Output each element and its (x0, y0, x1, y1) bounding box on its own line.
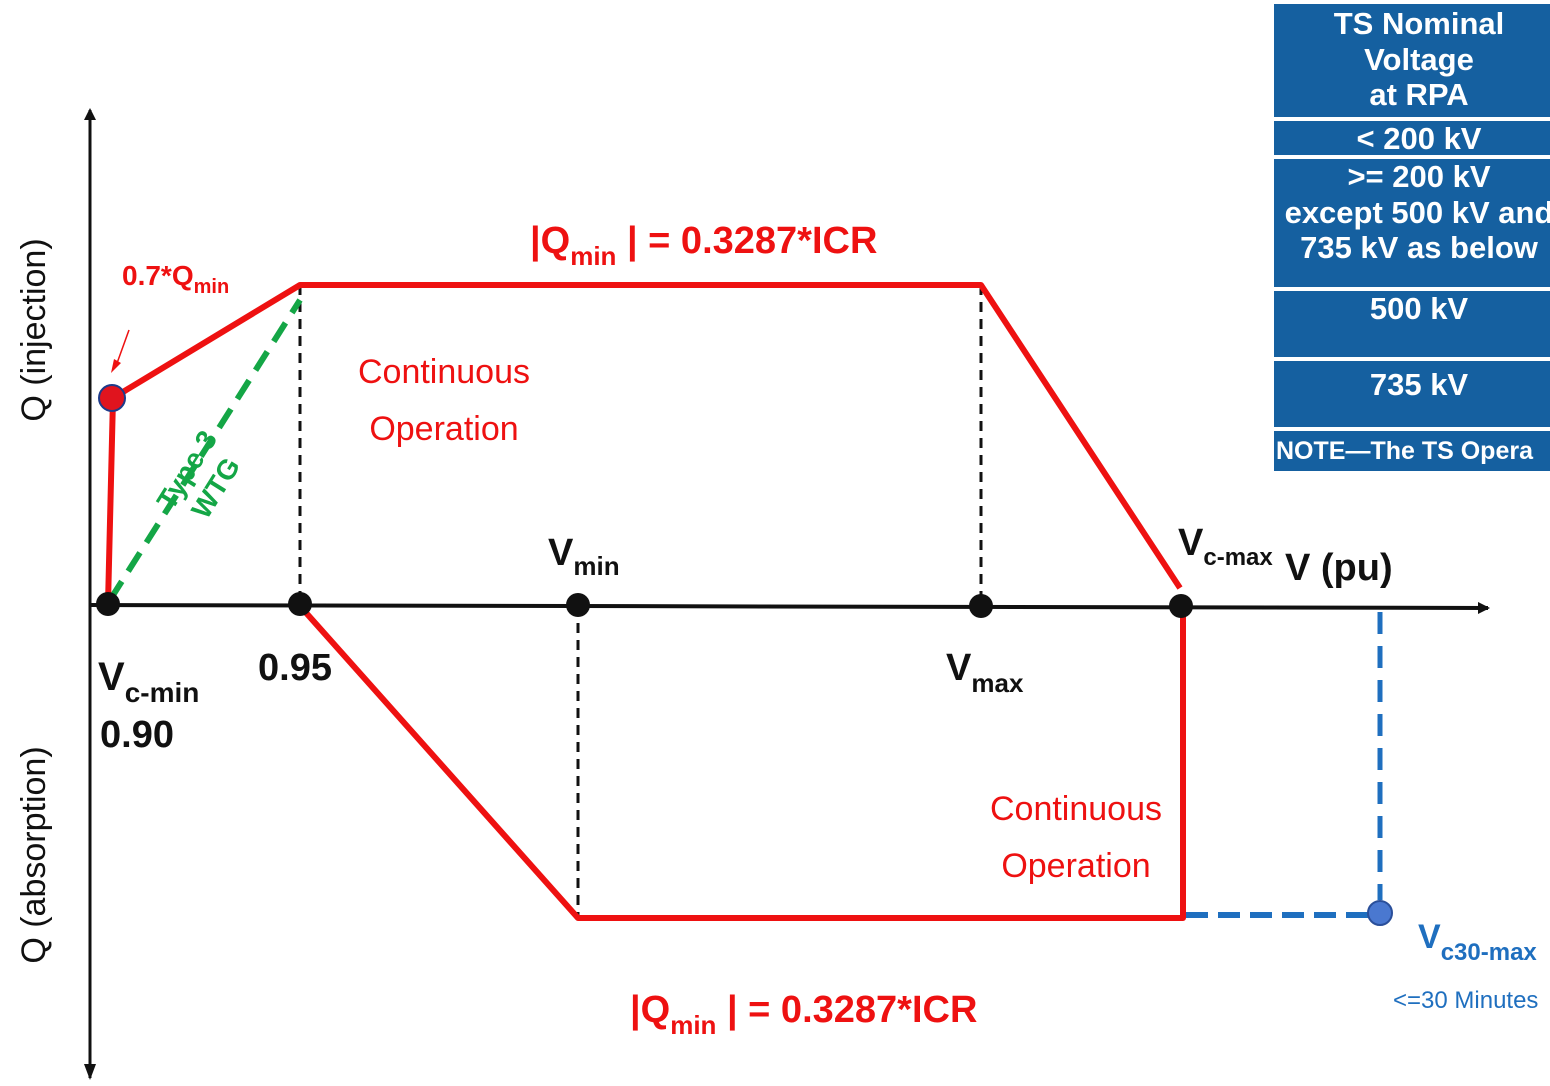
table-row: 735 kV (1274, 360, 1550, 427)
x-axis (89, 601, 1490, 614)
vc30max-note: <=30 Minutes (1393, 987, 1538, 1014)
vmin-label: Vmin (548, 532, 620, 581)
point-07qmin (98, 384, 126, 412)
point-vcmax (1169, 594, 1193, 618)
absorption-limit-curve (297, 604, 1186, 921)
injection-limit-curve (105, 282, 1183, 605)
vcmin-label: Vc-min (98, 655, 199, 708)
point-vcmin (96, 592, 120, 616)
y-axis-injection-label: Q (injection) (15, 238, 53, 421)
vcmax-label: Vc-max (1178, 522, 1273, 571)
type3-wtg-label: Type 3 WTG (151, 425, 246, 524)
cont-op-top-line1: Continuous (358, 353, 530, 391)
type3-wtg-line (107, 298, 303, 602)
voltage-table: TS Nominal Voltage at RPA < 200 kV >= 20… (1274, 4, 1550, 475)
table-row: < 200 kV (1274, 120, 1550, 155)
table-row: NOTE—The TS Opera (1274, 430, 1550, 471)
cont-op-bottom-line2: Operation (1001, 847, 1150, 885)
v095-label: 0.95 (258, 647, 332, 689)
seven-qmin-label: 0.7*Qmin (122, 260, 229, 298)
point-vmin (566, 593, 590, 617)
vcmin-value-label: 0.90 (100, 714, 174, 756)
qmin-pointer-line (115, 329, 130, 367)
y-axis-absorption-label: Q (absorption) (15, 746, 53, 963)
point-vmax (969, 594, 993, 618)
cont-op-bottom-line1: Continuous (990, 790, 1162, 828)
table-header: TS Nominal Voltage at RPA (1274, 4, 1550, 117)
cont-op-top-line2: Operation (369, 410, 518, 448)
qmin-pointer-head (111, 359, 121, 373)
table-row: >= 200 kV except 500 kV and 735 kV as be… (1274, 158, 1550, 287)
y-axis-bottom-arrowhead (84, 1064, 96, 1080)
x-axis-label: V (pu) (1285, 547, 1393, 589)
c30-max-point (1367, 900, 1393, 926)
vc30max-label: Vc30-max (1418, 918, 1537, 966)
qmin-top-label: |Qmin | = 0.3287*ICR (530, 220, 877, 271)
qmin-bottom-label: |Qmin | = 0.3287*ICR (630, 989, 977, 1040)
table-row: 500 kV (1274, 290, 1550, 357)
vmax-label: Vmax (946, 647, 1024, 698)
point-095 (288, 592, 312, 616)
